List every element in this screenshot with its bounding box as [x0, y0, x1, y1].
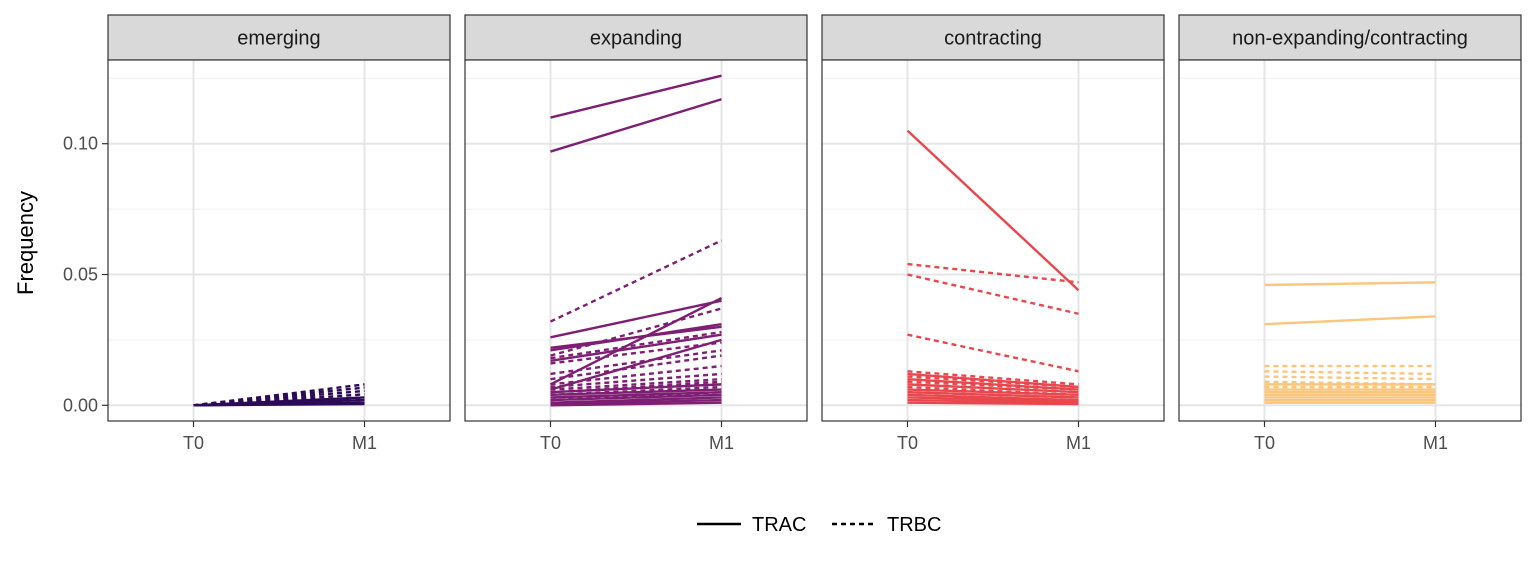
x-tick-label: T0: [183, 433, 204, 453]
panel-emerging: emerging T0 M1: [107, 14, 451, 453]
x-tick-label: M1: [352, 433, 377, 453]
y-axis-title: Frequency: [13, 191, 38, 295]
series-line-trbc: [193, 398, 365, 407]
series-line-trac: [193, 402, 365, 407]
series-line-trbc: [907, 262, 1079, 284]
x-tick-label: M1: [709, 433, 734, 453]
panel-border: [464, 59, 808, 422]
series-line-trac: [906, 129, 1080, 292]
series-line-trbc: [550, 391, 722, 402]
series-line-trac: [550, 391, 722, 399]
facet-strip-label: non-expanding/contracting: [1232, 28, 1468, 50]
series-line-trbc: [549, 239, 723, 323]
y-tick-label: 0.05: [63, 265, 98, 285]
series-line-trac: [907, 401, 1079, 406]
y-tick-label: 0.00: [63, 395, 98, 415]
series-line-trac: [1264, 281, 1436, 287]
series-line-trbc: [550, 330, 722, 360]
legend: TRAC TRBC: [697, 514, 941, 536]
plot-background: [108, 60, 450, 421]
panels-layer: emerging T0 M1 expanding T0 M1 contracting T0 M1…: [107, 14, 1522, 453]
series-line-trbc: [550, 377, 722, 391]
series-line-trac: [907, 388, 1079, 397]
series-line-trac: [550, 323, 722, 352]
series-line-trbc: [550, 349, 722, 376]
series-line-trac: [1264, 315, 1436, 326]
series-line-trac: [907, 393, 1079, 402]
series-line-trbc: [550, 307, 722, 357]
panel-expanding: expanding T0 M1: [464, 14, 808, 453]
series-line-trbc: [907, 370, 1079, 386]
series-line-trac: [907, 377, 1079, 391]
series-line-trbc: [550, 364, 722, 386]
series-line-trac: [907, 396, 1079, 403]
series-line-trac: [907, 383, 1079, 394]
facet-strip-label: expanding: [590, 28, 682, 50]
legend-item-trbc: TRBC: [832, 514, 941, 536]
x-tick-label: T0: [540, 433, 561, 453]
series-line-trac: [550, 333, 722, 363]
facet-strip-label: emerging: [237, 28, 320, 50]
legend-label: TRAC: [752, 514, 806, 536]
facet-strip: [464, 14, 808, 61]
plot-background: [822, 60, 1164, 421]
series-line-trac: [550, 98, 722, 153]
facet-strip-label: contracting: [944, 28, 1042, 50]
facet-strip: [107, 14, 451, 61]
series-line-trbc: [907, 380, 1079, 391]
facet-strip: [1178, 14, 1522, 61]
series-line-trbc: [907, 333, 1079, 373]
panel-non-expanding-contracting: non-expanding/contracting T0 M1: [1178, 14, 1522, 453]
series-line-trbc: [1264, 375, 1436, 381]
x-tick-label: T0: [897, 433, 918, 453]
y-tick-label: 0.10: [63, 134, 98, 154]
series-line-trbc: [550, 380, 722, 394]
series-line-trac: [907, 398, 1079, 404]
legend-item-trac: TRAC: [697, 514, 806, 536]
series-line-trbc: [1264, 370, 1436, 376]
x-tick-label: M1: [1423, 433, 1448, 453]
plot-background: [1179, 60, 1521, 421]
panel-border: [1178, 59, 1522, 422]
x-tick-label: T0: [1254, 433, 1275, 453]
panel-border: [821, 59, 1165, 422]
series-line-trac: [550, 299, 722, 339]
series-line-trac: [550, 401, 722, 407]
series-line-trbc: [550, 385, 722, 397]
x-tick-label: M1: [1066, 433, 1091, 453]
panel-border: [107, 59, 451, 422]
series-line-trac: [550, 74, 722, 119]
facet-strip: [821, 14, 1165, 61]
series-line-trbc: [550, 372, 722, 389]
legend-label: TRBC: [887, 514, 941, 536]
series-line-trac: [907, 372, 1079, 389]
series-line-trbc: [1264, 380, 1436, 386]
series-line-trbc: [550, 341, 722, 365]
series-line-trac: [550, 398, 722, 406]
plot-background: [465, 60, 807, 421]
panel-contracting: contracting T0 M1: [821, 14, 1165, 453]
series-line-trac: [550, 396, 722, 404]
series-line-trbc: [907, 273, 1079, 315]
series-line-trbc: [550, 354, 722, 381]
series-line-trbc: [907, 385, 1079, 397]
y-axis: 0.00 0.05 0.10: [63, 134, 108, 415]
series-line-trbc: [907, 375, 1079, 389]
series-line-trbc: [907, 391, 1079, 399]
